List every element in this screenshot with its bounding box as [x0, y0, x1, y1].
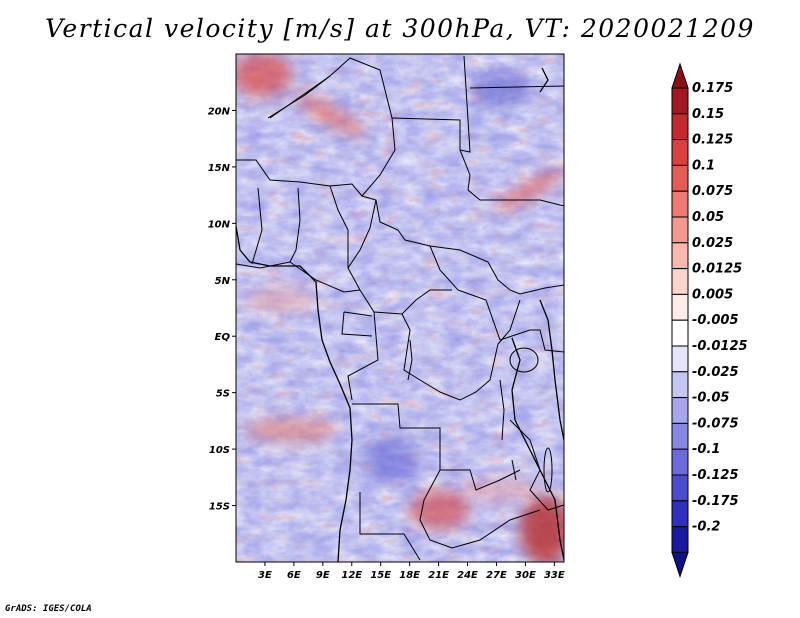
- colorbar-label: 0.125: [692, 133, 733, 148]
- lat-axis: 20N 15N 10N 5N EQ 5S 10S 15S: [208, 106, 236, 513]
- country-borders: [236, 55, 564, 561]
- colorbar-swatch: [671, 526, 689, 553]
- lon-tick-label: 30E: [515, 570, 536, 581]
- colorbar-label: -0.025: [692, 365, 739, 380]
- colorbar-swatch: [671, 242, 689, 270]
- colorbar-swatch: [671, 500, 689, 528]
- lat-tick-label: 5S: [216, 389, 230, 400]
- velocity-field: [236, 54, 564, 562]
- colorbar-swatch: [671, 268, 689, 295]
- lon-tick-label: 6E: [287, 570, 301, 581]
- colorbar-label: 0.025: [692, 236, 733, 251]
- lat-tick-label: EQ: [215, 332, 231, 343]
- colorbar-label: -0.1: [692, 442, 720, 457]
- field-hotspots: [236, 54, 564, 562]
- colorbar-swatch: [671, 216, 689, 244]
- colorbar-swatch: [671, 164, 689, 192]
- colorbar: 0.175 0.15 0.125 0.1 0.075 0.05 0.025 0.0125 0.0…: [671, 62, 748, 578]
- map-frame: [235, 53, 565, 563]
- lon-tick-label: 24E: [457, 570, 478, 581]
- colorbar-label: 0.075: [692, 184, 733, 199]
- colorbar-label: 0.15: [692, 107, 724, 122]
- footer-credit: GrADS: IGES/COLA: [5, 604, 92, 614]
- colorbar-swatch: [671, 474, 689, 502]
- colorbar-label: 0.0125: [692, 262, 742, 277]
- colorbar-label: -0.05: [692, 391, 729, 406]
- colorbar-label: -0.0125: [692, 339, 748, 354]
- colorbar-swatch: [671, 371, 689, 399]
- lon-tick-label: 12E: [341, 570, 362, 581]
- lon-axis: 3E 6E 9E 12E 15E 18E 21E 24E 27E 30E 33E: [258, 562, 565, 581]
- colorbar-label: -0.125: [692, 468, 739, 483]
- colorbar-swatch: [671, 345, 689, 373]
- colorbar-swatch: [671, 319, 689, 347]
- colorbar-label: -0.075: [692, 416, 739, 431]
- colorbar-label: 0.1: [692, 158, 715, 173]
- colorbar-top-arrow: [671, 62, 689, 89]
- colorbar-swatch: [671, 190, 689, 218]
- colorbar-label: -0.175: [692, 494, 739, 509]
- lon-tick-label: 15E: [370, 570, 391, 581]
- lon-tick-label: 21E: [428, 570, 449, 581]
- lat-tick-label: 10N: [208, 219, 231, 230]
- colorbar-swatch: [671, 448, 689, 476]
- lon-tick-label: 27E: [486, 570, 507, 581]
- lon-tick-label: 3E: [258, 570, 272, 581]
- colorbar-swatch: [671, 139, 689, 166]
- colorbar-swatch: [671, 293, 689, 321]
- coastline: [236, 67, 564, 562]
- lon-tick-label: 18E: [399, 570, 420, 581]
- lat-tick-label: 10S: [209, 445, 230, 456]
- colorbar-label: -0.2: [692, 520, 720, 535]
- colorbar-label: 0.005: [692, 287, 733, 302]
- colorbar-bottom-arrow: [671, 551, 689, 578]
- colorbar-label: -0.005: [692, 313, 739, 328]
- lat-tick-label: 15S: [209, 502, 230, 513]
- lat-tick-label: 5N: [215, 276, 231, 287]
- lat-tick-label: 20N: [208, 106, 231, 117]
- chart-title: Vertical velocity [m/s] at 300hPa, VT: 2…: [45, 14, 755, 43]
- colorbar-label: 0.175: [692, 81, 733, 96]
- lon-tick-label: 9E: [316, 570, 330, 581]
- colorbar-swatch: [671, 397, 689, 424]
- colorbar-swatch: [671, 422, 689, 450]
- lakes: [407, 339, 553, 493]
- lat-tick-label: 15N: [208, 163, 231, 174]
- colorbar-label: 0.05: [692, 210, 724, 225]
- lon-tick-label: 33E: [544, 570, 565, 581]
- colorbar-swatch: [671, 87, 689, 115]
- colorbar-swatch: [671, 113, 689, 141]
